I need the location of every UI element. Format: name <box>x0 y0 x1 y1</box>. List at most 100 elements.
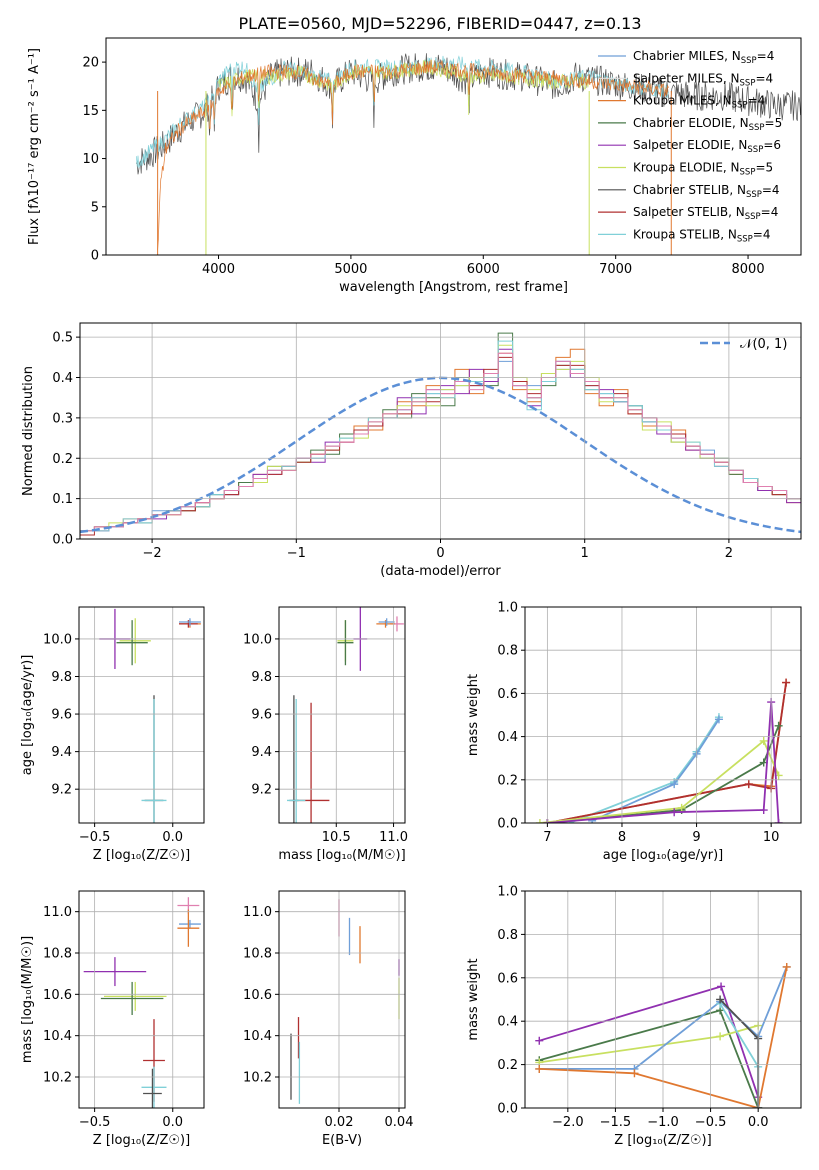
panel-massweight_vs_age: 7 8 9 10 0.0 0.2 0.4 0.6 0.8 1.0 age [log₁₀(age/yr… <box>466 601 802 863</box>
plot-area <box>290 899 400 1104</box>
x-tick-label: 8000 <box>732 262 765 277</box>
x-tick-label: 1 <box>581 546 589 561</box>
y-tick-label: 0.6 <box>497 971 518 986</box>
y-tick-label: 11.0 <box>43 905 72 920</box>
panel-mass_vs_ebv: 0.02 0.04 10.2 10.4 10.6 10.8 11.0 E(B-V) <box>243 890 414 1148</box>
series-marker <box>630 1069 639 1078</box>
y-tick-label: 10.2 <box>43 1071 72 1086</box>
series-marker <box>535 1036 544 1045</box>
x-tick-label: 0.02 <box>325 1115 354 1130</box>
y-axis-label: mass weight <box>466 674 481 756</box>
y-tick-label: 0.5 <box>52 331 73 346</box>
legend-entry: Kroupa MILES, NSSP=4 <box>633 94 765 111</box>
y-tick-label: 9.2 <box>51 783 72 798</box>
series-marker <box>774 819 783 823</box>
y-tick-label: 0.2 <box>497 1058 518 1073</box>
legend-entry: Salpeter MILES, NSSP=4 <box>633 71 773 88</box>
x-axis-label: Z [log₁₀(Z/Z☉)] <box>614 1133 711 1148</box>
x-tick-label: −1.0 <box>647 1115 679 1130</box>
series-line-chabrier_elodie <box>547 725 780 823</box>
x-tick-label: 0 <box>436 546 444 561</box>
y-tick-label: 10.6 <box>243 988 272 1003</box>
axes-frame <box>78 606 205 824</box>
y-tick-label: 0.6 <box>497 687 518 702</box>
x-axis-label: Z [log₁₀(Z/Z☉)] <box>93 848 190 863</box>
y-tick-label: 0.4 <box>497 730 518 745</box>
y-tick-label: 0.8 <box>497 928 518 943</box>
spectrum-line-kroupa_miles <box>157 59 669 250</box>
x-tick-label: 0.0 <box>162 1115 183 1130</box>
series-marker <box>716 1032 725 1041</box>
panel-age_vs_z: −0.5 0.0 9.2 9.4 9.6 9.8 10.0 Z [log₁₀(Z/Z☉)] ag… <box>20 606 205 863</box>
series-marker <box>535 819 544 823</box>
x-tick-label: 0.0 <box>162 830 183 845</box>
figure-title: PLATE=0560, MJD=52296, FIBERID=0447, z=0… <box>238 14 641 33</box>
y-tick-label: 10.8 <box>243 947 272 962</box>
legend-entry: Kroupa ELODIE, NSSP=5 <box>633 161 773 178</box>
y-tick-label: 15 <box>82 104 99 119</box>
legend-entry: Salpeter ELODIE, NSSP=6 <box>633 138 781 155</box>
y-tick-label: 9.8 <box>51 670 72 685</box>
series-line-salpeter_elodie <box>539 985 760 1098</box>
axes-frame <box>278 890 406 1109</box>
series-line-salpeter_elodie <box>547 701 780 823</box>
x-tick-label: 10 <box>763 830 780 845</box>
x-tick-label: 10.5 <box>322 830 351 845</box>
x-axis-label: wavelength [Angstrom, rest frame] <box>339 280 568 295</box>
series-line-chabrier_miles <box>591 718 720 822</box>
x-tick-label: 6000 <box>467 262 500 277</box>
y-tick-label: 10.0 <box>43 632 72 647</box>
x-tick-label: −1 <box>287 546 306 561</box>
y-tick-label: 9.4 <box>251 745 272 760</box>
y-tick-label: 0.2 <box>52 452 73 467</box>
x-tick-label: 7000 <box>599 262 632 277</box>
series-marker <box>759 806 768 815</box>
x-axis-label: mass [log₁₀(M/M☉)] <box>278 848 405 863</box>
series-marker <box>717 982 726 991</box>
legend-entry: Chabrier STELIB, NSSP=4 <box>633 183 780 200</box>
y-tick-label: 11.0 <box>243 905 272 920</box>
x-axis-label: Z [log₁₀(Z/Z☉)] <box>93 1133 190 1148</box>
x-tick-label: −2.0 <box>552 1115 584 1130</box>
panel-residuals: −2 −1 0 1 2 0.0 0.1 0.2 0.3 0.4 0.5 (data-model)/er… <box>21 322 802 579</box>
x-tick-label: −0.5 <box>695 1115 727 1130</box>
x-tick-label: 0.04 <box>385 1115 414 1130</box>
x-tick-label: 5000 <box>334 262 367 277</box>
series-marker <box>670 808 679 817</box>
y-tick-label: 10.2 <box>243 1071 272 1086</box>
x-tick-label: −1.5 <box>600 1115 632 1130</box>
plot-area <box>535 678 791 823</box>
x-tick-label: −0.5 <box>79 1115 111 1130</box>
y-tick-label: 0.0 <box>497 1102 518 1117</box>
x-tick-label: −2 <box>143 546 162 561</box>
y-tick-label: 20 <box>82 56 99 71</box>
y-tick-label: 10 <box>82 152 99 167</box>
legend-entry: Chabrier ELODIE, NSSP=5 <box>633 116 782 133</box>
axes-frame <box>524 606 802 824</box>
y-tick-label: 10.4 <box>43 1029 72 1044</box>
y-tick-label: 1.0 <box>497 885 518 900</box>
panel-spectrum: 4000 5000 6000 7000 8000 0 5 10 15 20 wavelength [… <box>27 37 802 295</box>
y-tick-label: 0.8 <box>497 644 518 659</box>
y-tick-label: 1.0 <box>497 601 518 616</box>
plot-area <box>83 897 201 1108</box>
y-tick-label: 10.6 <box>43 988 72 1003</box>
series-marker <box>535 1064 544 1073</box>
axes-frame <box>278 606 406 824</box>
histogram-step-pink <box>80 352 801 532</box>
y-tick-label: 0.4 <box>497 1015 518 1030</box>
y-tick-label: 0.3 <box>52 411 73 426</box>
x-tick-label: 4000 <box>202 262 235 277</box>
y-axis-label: mass weight <box>466 958 481 1040</box>
x-tick-label: 9 <box>692 830 700 845</box>
panel-mass_vs_z: −0.5 0.0 10.2 10.4 10.6 10.8 11.0 Z [log₁₀(Z/Z☉… <box>20 890 205 1148</box>
y-tick-label: 9.6 <box>251 708 272 723</box>
series-marker <box>782 678 791 687</box>
series-marker <box>774 721 783 730</box>
x-axis-label: age [log₁₀(age/yr)] <box>603 848 724 863</box>
x-tick-label: 0.0 <box>748 1115 769 1130</box>
legend-entry: Salpeter STELIB, NSSP=4 <box>633 205 778 222</box>
y-axis-label: Flux [fλ10⁻¹⁷ erg cm⁻² s⁻¹ A⁻¹] <box>27 48 42 245</box>
y-axis-label: Normed distribution <box>21 366 36 496</box>
